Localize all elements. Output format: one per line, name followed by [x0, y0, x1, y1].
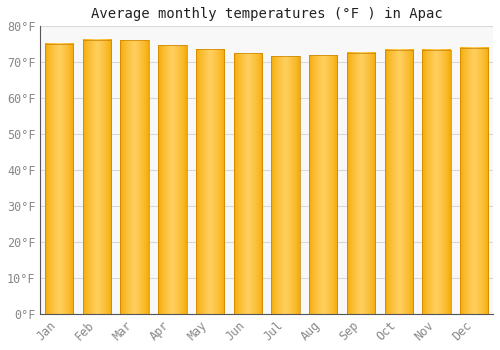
Bar [234, 53, 262, 314]
Bar [272, 56, 299, 314]
Bar [83, 40, 111, 314]
Bar [309, 55, 338, 314]
Bar [347, 52, 375, 314]
Bar [460, 48, 488, 314]
Bar [45, 43, 74, 314]
Bar [120, 40, 149, 314]
Bar [158, 46, 186, 314]
Bar [422, 50, 450, 314]
Bar [384, 50, 413, 314]
Title: Average monthly temperatures (°F ) in Apac: Average monthly temperatures (°F ) in Ap… [91, 7, 443, 21]
Bar [196, 49, 224, 314]
